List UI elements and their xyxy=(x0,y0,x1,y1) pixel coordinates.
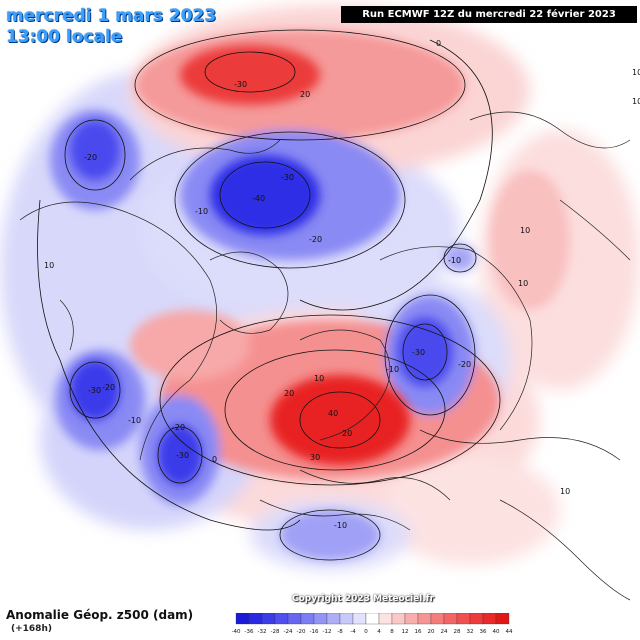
legend-tick-label: 20 xyxy=(428,629,435,635)
legend-tick-label: -4 xyxy=(350,629,356,635)
legend-tick-label: -40 xyxy=(232,629,241,635)
contour-value-labels: 0 -30 20 -20 -40 -30 10 -20 -10 10 10 10… xyxy=(44,39,640,530)
valid-date: mercredi 1 mars 2023 xyxy=(6,6,217,26)
legend-swatch xyxy=(456,613,471,625)
legend-tick-label: 4 xyxy=(377,629,381,635)
color-legend: -40 -36 -32 -28 -24 -20 -16 -12 -8 -4 0 4 8 12 16 20 24 2… xyxy=(232,613,513,635)
legend-swatch xyxy=(326,613,341,625)
contour-label: -40 xyxy=(252,194,265,203)
legend-tick-label: -20 xyxy=(297,629,306,635)
legend-swatch xyxy=(248,613,263,625)
legend-swatch xyxy=(274,613,289,625)
core-pos-europe xyxy=(270,375,410,465)
legend-swatch xyxy=(417,613,432,625)
contour-label: -30 xyxy=(281,173,294,182)
map-title: Anomalie Géop. z500 (dam) xyxy=(6,608,194,622)
contour-label: 10 xyxy=(314,374,324,383)
contour-label: -20 xyxy=(102,383,115,392)
coastlines xyxy=(19,111,631,601)
contour-label: 20 xyxy=(284,389,294,398)
contour-label: -10 xyxy=(128,416,141,425)
legend-swatch xyxy=(404,613,419,625)
neg-low-mediterranean xyxy=(280,510,380,560)
contour-label: 10 xyxy=(632,97,640,106)
contour-label: -20 xyxy=(309,235,322,244)
legend-swatch xyxy=(261,613,276,625)
legend-swatch xyxy=(469,613,484,625)
legend-tick-label: 36 xyxy=(480,629,487,635)
legend-swatch xyxy=(365,613,380,625)
contour-label: -20 xyxy=(458,360,471,369)
legend-tick-label: 24 xyxy=(441,629,448,635)
contour-label: -20 xyxy=(84,153,97,162)
legend-swatch xyxy=(287,613,302,625)
legend-tick-label: 0 xyxy=(364,629,368,635)
legend-tick-label: -12 xyxy=(323,629,332,635)
legend-tick-label: 8 xyxy=(390,629,394,635)
contour-label: 10 xyxy=(520,226,530,235)
legend-tick-label: 44 xyxy=(506,629,513,635)
legend-tick-label: 40 xyxy=(493,629,500,635)
core-neg-hawaii xyxy=(158,425,202,485)
legend-tick-label: -8 xyxy=(337,629,343,635)
legend-swatch xyxy=(443,613,458,625)
contour-label: -30 xyxy=(176,451,189,460)
copyright-notice: Copyright 2023 Meteociel.fr xyxy=(292,594,435,604)
contour-label: -10 xyxy=(334,521,347,530)
legend-tick-label: 16 xyxy=(415,629,422,635)
legend-tick-label: 12 xyxy=(402,629,409,635)
contour-label: -10 xyxy=(448,256,461,265)
legend-tick-label: -32 xyxy=(258,629,267,635)
strong-anomaly-cores xyxy=(70,45,453,485)
core-pos-north xyxy=(180,45,320,105)
contour-lines xyxy=(37,29,501,561)
contour-label: 40 xyxy=(328,409,338,418)
legend-swatch xyxy=(352,613,367,625)
valid-time: 13:00 locale xyxy=(6,27,123,47)
contour-label: -30 xyxy=(234,80,247,89)
legend-tick-label: -16 xyxy=(310,629,319,635)
legend-swatch xyxy=(378,613,393,625)
pos-west-atlantic xyxy=(130,310,250,380)
contour-label: -10 xyxy=(195,207,208,216)
contour-label: 20 xyxy=(300,90,310,99)
contour-label: 10 xyxy=(44,261,54,270)
contour-label: -30 xyxy=(88,386,101,395)
legend-swatch xyxy=(300,613,315,625)
legend-tick-label: -28 xyxy=(271,629,280,635)
contour-label: 0 xyxy=(212,455,217,464)
legend-tick-label: -36 xyxy=(245,629,254,635)
contour-label: -10 xyxy=(386,365,399,374)
contour-label: -20 xyxy=(172,423,185,432)
core-neg-alaska xyxy=(70,120,120,180)
legend-tick-label: 28 xyxy=(454,629,461,635)
legend-swatch xyxy=(495,613,510,625)
run-info-banner: Run ECMWF 12Z du mercredi 22 février 202… xyxy=(341,6,637,23)
contour-label: 20 xyxy=(342,429,352,438)
weak-pos-middle-east xyxy=(380,455,560,565)
legend-swatch xyxy=(235,613,250,625)
contour-label: 10 xyxy=(560,487,570,496)
legend-swatch xyxy=(430,613,445,625)
core-neg-canada xyxy=(210,155,320,235)
legend-swatch xyxy=(391,613,406,625)
legend-tick-label: 32 xyxy=(467,629,474,635)
legend-tick-label: -24 xyxy=(284,629,293,635)
legend-swatches xyxy=(235,613,510,625)
legend-swatch xyxy=(313,613,328,625)
legend-ticks: -40 -36 -32 -28 -24 -20 -16 -12 -8 -4 0 4 8 12 16 20 24 2… xyxy=(232,629,513,635)
contour-label: 30 xyxy=(310,453,320,462)
core-neg-east-pacific xyxy=(70,360,120,420)
contour-label: 10 xyxy=(632,68,640,77)
contour-label: 0 xyxy=(436,39,441,48)
lead-time: (+168h) xyxy=(11,624,52,634)
contour-label: -30 xyxy=(412,348,425,357)
legend-swatch xyxy=(482,613,497,625)
contour-label: 10 xyxy=(518,279,528,288)
pos-asia-10 xyxy=(490,170,570,310)
neg-low-siberia-small xyxy=(444,244,476,272)
legend-swatch xyxy=(339,613,354,625)
